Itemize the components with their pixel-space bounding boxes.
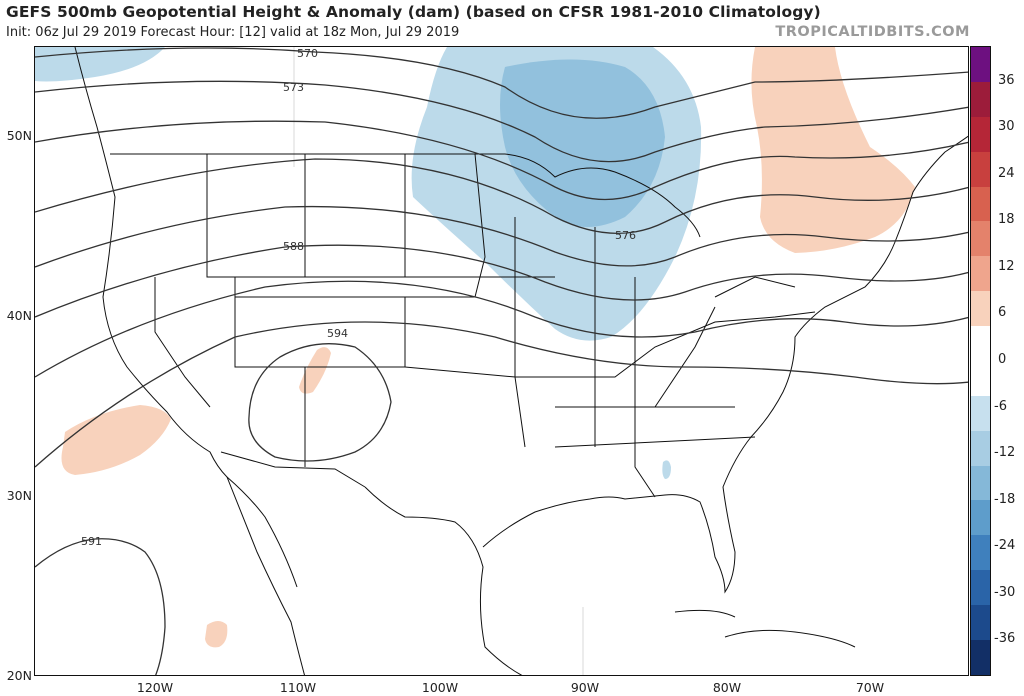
positive-anomaly-new-mexico bbox=[299, 347, 331, 394]
colorbar-segment bbox=[971, 221, 990, 257]
colorbar-tick-label: 6 bbox=[998, 305, 1007, 321]
chart-title: GEFS 500mb Geopotential Height & Anomaly… bbox=[6, 3, 821, 21]
positive-anomaly-southwest bbox=[61, 405, 171, 475]
colorbar-segment bbox=[971, 430, 990, 466]
negative-anomaly-core bbox=[500, 59, 665, 227]
lon-label-100w: 100W bbox=[421, 680, 459, 695]
negative-anomaly-top-left bbox=[35, 47, 165, 82]
map-panel: 570 573 576 588 594 591 bbox=[34, 46, 969, 676]
colorbar-segment bbox=[971, 47, 990, 82]
lat-label-30n: 30N bbox=[6, 488, 32, 503]
lon-label-80w: 80W bbox=[712, 680, 742, 695]
chart-subtitle: Init: 06z Jul 29 2019 Forecast Hour: [12… bbox=[6, 25, 460, 40]
contour-label-588: 588 bbox=[283, 240, 304, 253]
colorbar-segment bbox=[971, 570, 990, 605]
colorbar-segment bbox=[971, 535, 990, 571]
colorbar-tick-label: -6 bbox=[994, 398, 1007, 414]
colorbar-tick-label: -36 bbox=[994, 631, 1016, 647]
colorbar-segment bbox=[971, 360, 990, 396]
colorbar-tick-label: -12 bbox=[994, 445, 1016, 461]
colorbar-tick-label: -24 bbox=[994, 538, 1016, 554]
positive-anomaly-northeast bbox=[751, 47, 915, 253]
lat-label-50n: 50N bbox=[6, 128, 32, 143]
height-contours bbox=[35, 47, 968, 675]
colorbar-segment bbox=[971, 326, 990, 361]
colorbar-segment bbox=[971, 395, 990, 431]
positive-anomaly-pacific bbox=[205, 621, 228, 648]
contour-label-594: 594 bbox=[327, 327, 348, 340]
colorbar bbox=[970, 46, 991, 676]
graticule bbox=[293, 47, 584, 675]
negative-anomaly-small bbox=[662, 460, 671, 479]
map-canvas: 570 573 576 588 594 591 bbox=[35, 47, 968, 675]
contour-label-591: 591 bbox=[81, 535, 102, 548]
contour-label-573: 573 bbox=[283, 81, 304, 94]
borders bbox=[110, 153, 816, 498]
colorbar-segment bbox=[971, 81, 990, 117]
colorbar-tick-label: 24 bbox=[998, 165, 1015, 181]
colorbar-tick-label: 0 bbox=[998, 352, 1007, 367]
colorbar-tick-label: 36 bbox=[998, 72, 1015, 88]
colorbar-tick-label: 18 bbox=[998, 212, 1015, 228]
lon-label-110w: 110W bbox=[279, 680, 317, 695]
colorbar-segment bbox=[971, 116, 990, 152]
colorbar-tick-label: 12 bbox=[998, 258, 1015, 274]
colorbar-tick-label: -30 bbox=[994, 584, 1016, 600]
colorbar-segment bbox=[971, 639, 990, 675]
colorbar-segment bbox=[971, 186, 990, 222]
lon-label-70w: 70W bbox=[855, 680, 885, 695]
contour-label-576: 576 bbox=[615, 229, 636, 242]
lon-label-90w: 90W bbox=[570, 680, 600, 695]
colorbar-segment bbox=[971, 465, 990, 501]
colorbar-tick-label: 30 bbox=[998, 119, 1015, 135]
colorbar-segment bbox=[971, 291, 990, 326]
brand-label: TROPICALTIDBITS.COM bbox=[775, 24, 970, 40]
coastline bbox=[74, 47, 968, 675]
lat-label-40n: 40N bbox=[6, 308, 32, 323]
colorbar-segment bbox=[971, 151, 990, 187]
colorbar-segment bbox=[971, 256, 990, 292]
lon-label-120w: 120W bbox=[136, 680, 174, 695]
colorbar-segment bbox=[971, 500, 990, 536]
colorbar-tick-label: -18 bbox=[994, 491, 1016, 507]
contour-label-570: 570 bbox=[297, 47, 318, 60]
colorbar-segment bbox=[971, 605, 990, 640]
lat-label-20n: 20N bbox=[6, 668, 32, 683]
